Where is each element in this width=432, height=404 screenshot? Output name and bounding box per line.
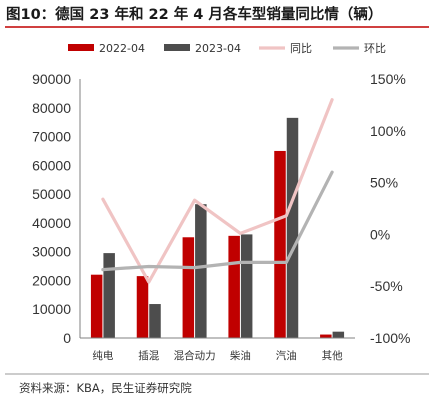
legend-label-2023: 2023-04: [195, 42, 241, 55]
y-right-tick-label: 150%: [370, 71, 406, 87]
category-label: 柴油: [230, 349, 251, 362]
bar-2023: [195, 204, 207, 338]
bar-2022: [320, 334, 332, 338]
bar-2022: [228, 235, 240, 338]
legend: 2022-04 2023-04 同比 环比: [68, 42, 386, 55]
bar-2022: [182, 237, 195, 338]
bar-2023: [332, 331, 345, 338]
y-left-tick-label: 60000: [32, 157, 71, 173]
category-label: 纯电: [92, 349, 113, 362]
bar-2022: [274, 150, 286, 338]
legend-label-mom: 环比: [364, 42, 386, 55]
bar-2022: [90, 274, 103, 338]
bar-2022: [136, 276, 149, 338]
legend-swatch-2023: [164, 44, 190, 51]
legend-label-yoy: 同比: [290, 42, 312, 55]
y-left-tick-label: 30000: [32, 244, 71, 260]
y-right-tick-label: 0%: [370, 226, 390, 242]
y-right-tick-label: 100%: [370, 123, 406, 139]
y-right-tick-label: 50%: [370, 175, 398, 191]
legend-swatch-2022: [68, 44, 94, 51]
source-note: 资料来源：KBA，民生证券研究院: [19, 381, 192, 395]
y-left-tick-label: 90000: [32, 71, 71, 87]
chart-title: 图10：德国 23 年和 22 年 4 月各车型销量同比情（辆）: [6, 5, 382, 23]
plot-area: 0 10000 20000 30000 40000 50000 60000 70000 8000…: [32, 71, 410, 362]
y-right-tick-label: -50%: [370, 278, 403, 294]
bar-2023: [286, 117, 299, 338]
bar-2023: [103, 253, 115, 338]
y-left-tick-label: 20000: [32, 272, 71, 288]
y-left-tick-label: 50000: [32, 186, 71, 202]
y-left-tick-label: 0: [63, 330, 71, 346]
y-left-tick-label: 70000: [32, 129, 71, 145]
y-left-tick-label: 80000: [32, 100, 71, 116]
category-label: 插混: [138, 349, 159, 362]
line-mom: [101, 170, 334, 272]
y-right-tick-label: -100%: [370, 330, 410, 346]
category-label: 其他: [322, 349, 343, 362]
category-label: 混合动力: [174, 349, 216, 362]
bar-2023: [149, 304, 161, 338]
y-left-tick-label: 40000: [32, 215, 71, 231]
bar-2023: [240, 234, 253, 338]
legend-label-2022: 2022-04: [99, 42, 145, 55]
category-label: 汽油: [276, 349, 297, 362]
y-left-tick-label: 10000: [32, 301, 71, 317]
